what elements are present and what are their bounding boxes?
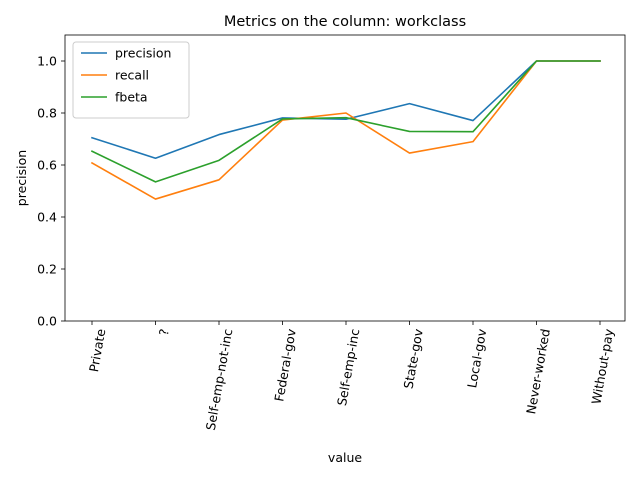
legend-box <box>72 41 190 119</box>
x-tick-label: ? <box>156 328 172 337</box>
x-axis-label: value <box>328 450 362 465</box>
x-tick-label: Without-pay <box>588 327 616 405</box>
x-tick-label: Local-gov <box>464 327 489 389</box>
y-tick-label: 1.0 <box>37 54 57 69</box>
legend-label-recall: recall <box>115 68 149 83</box>
y-axis: 0.0 0.2 0.4 0.6 0.8 1.0 <box>37 54 65 329</box>
x-tick-label: Self-emp-not-inc <box>203 327 236 431</box>
plot-area <box>90 60 601 200</box>
chart-title: Metrics on the column: workclass <box>224 14 466 30</box>
y-tick-label: 0.0 <box>37 314 57 329</box>
series-line-precision <box>90 60 601 160</box>
y-tick-label: 0.2 <box>37 262 57 277</box>
x-tick-label: Self-emp-inc <box>334 327 362 406</box>
legend-label-precision: precision <box>115 46 171 61</box>
x-tick-label: State-gov <box>401 327 426 390</box>
y-axis-label: precision <box>14 150 29 206</box>
x-tick-label: Never-worked <box>523 328 553 416</box>
series-line-recall <box>90 60 601 200</box>
x-tick-label: Federal-gov <box>271 327 299 403</box>
legend: precision recall fbeta <box>72 41 190 119</box>
x-tick-label: Private <box>86 327 108 373</box>
plot-frame <box>64 34 626 322</box>
x-axis: Private? Self-emp-not-inc Federal-gov Self-… <box>86 321 617 432</box>
series-line-fbeta <box>90 60 601 183</box>
legend-label-fbeta: fbeta <box>115 90 148 105</box>
y-tick-label: 0.8 <box>37 106 57 121</box>
y-tick-label: 0.4 <box>37 210 57 225</box>
y-tick-label: 0.6 <box>37 158 57 173</box>
